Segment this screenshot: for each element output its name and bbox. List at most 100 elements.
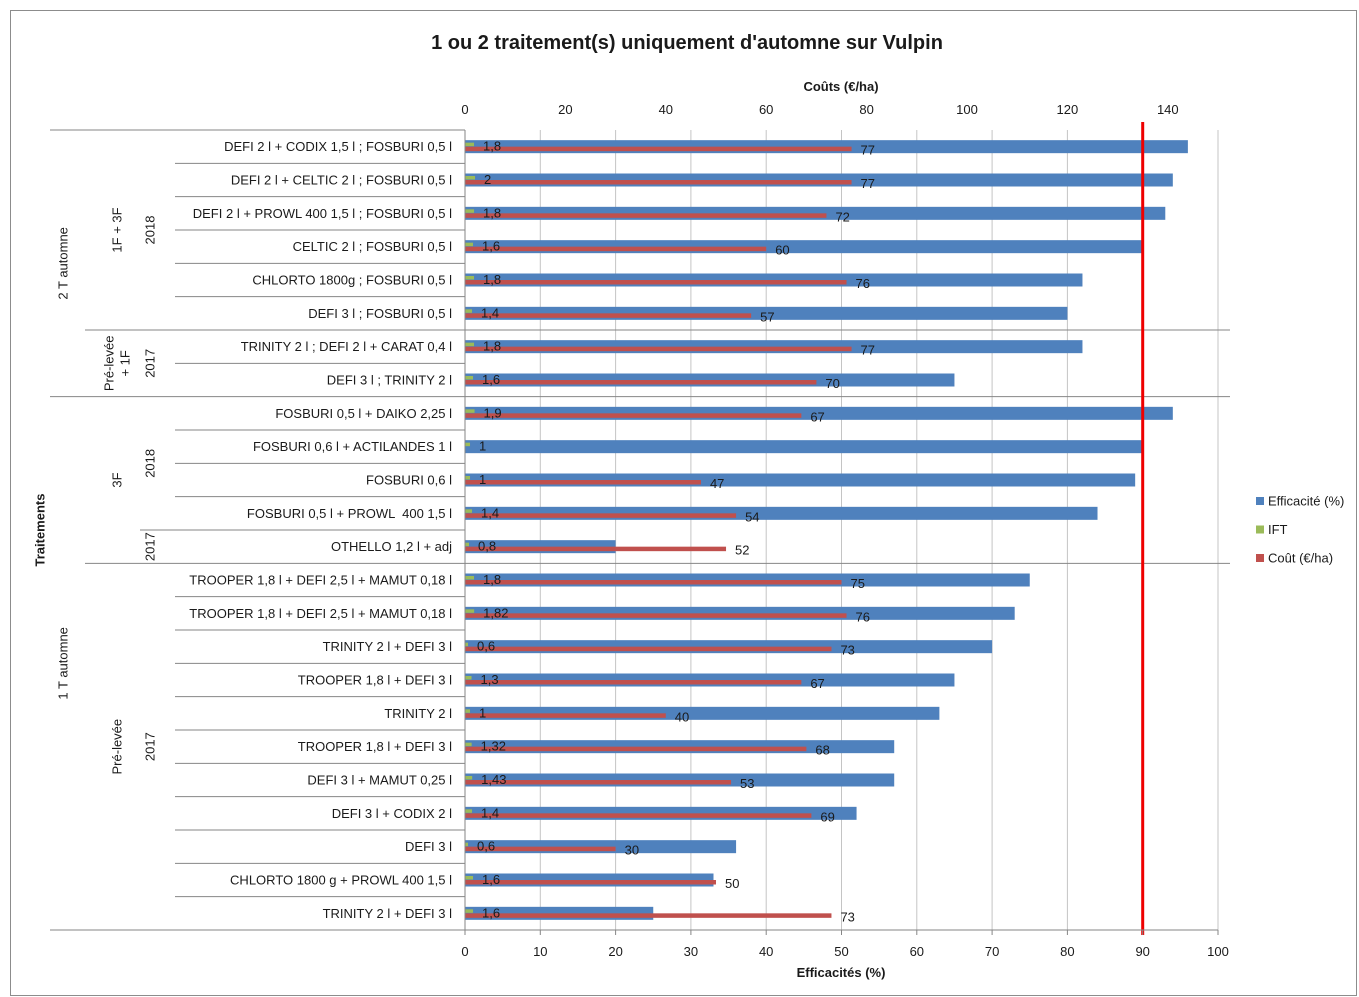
- ift-bar: [465, 209, 475, 213]
- category-label: DEFI 2 l + CELTIC 2 l ; FOSBURI 0,5 l: [231, 173, 452, 188]
- category-label: CELTIC 2 l ; FOSBURI 0,5 l: [293, 239, 453, 254]
- cout-data-label: 47: [710, 476, 724, 491]
- category-label: FOSBURI 0,5 l + DAIKO 2,25 l: [275, 406, 452, 421]
- legend-marker: [1256, 554, 1264, 562]
- ift-data-label: 1,32: [481, 739, 506, 754]
- cout-bar: [465, 346, 852, 352]
- cout-bar: [465, 780, 732, 785]
- cout-data-label: 76: [856, 609, 870, 624]
- cout-data-label: 76: [856, 276, 870, 291]
- category-label: CHLORTO 1800 g + PROWL 400 1,5 l: [230, 873, 452, 888]
- ift-bar: [465, 442, 471, 447]
- ift-data-label: 1: [479, 439, 486, 454]
- category-label: CHLORTO 1800g ; FOSBURI 0,5 l: [252, 273, 452, 288]
- ift-bar: [465, 309, 473, 313]
- subgroup-label: 1F + 3F: [110, 207, 125, 252]
- bottom-tick-label: 20: [608, 944, 622, 959]
- ift-bar: [465, 509, 473, 513]
- ift-data-label: 0,8: [478, 539, 496, 554]
- top-tick-label: 100: [956, 102, 978, 117]
- year-label: 2017: [143, 732, 158, 761]
- cout-data-label: 40: [675, 709, 689, 724]
- ift-bar: [465, 742, 472, 747]
- category-label: DEFI 3 l ; TRINITY 2 l: [327, 373, 452, 388]
- layer-bars: [465, 140, 1188, 920]
- top-tick-label: 20: [558, 102, 572, 117]
- cout-bar: [465, 746, 807, 752]
- cout-data-label: 30: [625, 843, 639, 858]
- category-axis-title: Traitements: [33, 494, 48, 567]
- cout-data-label: 53: [740, 776, 754, 791]
- ift-data-label: 1,9: [484, 405, 502, 420]
- subgroup-label: Pré-levée: [102, 336, 117, 392]
- category-label: FOSBURI 0,6 l: [366, 473, 452, 488]
- ift-data-label: 1,6: [482, 872, 500, 887]
- bottom-tick-label: 30: [684, 944, 698, 959]
- ift-bar: [465, 809, 473, 813]
- category-label: TRINITY 2 l: [384, 706, 452, 721]
- ift-data-label: 1,6: [482, 905, 500, 920]
- cout-bar: [465, 646, 832, 652]
- ift-data-label: 1,6: [482, 372, 500, 387]
- ift-data-label: 1,4: [481, 805, 499, 820]
- category-label: TRINITY 2 l + DEFI 3 l: [323, 906, 453, 921]
- cout-data-label: 70: [825, 376, 839, 391]
- bottom-tick-label: 80: [1060, 944, 1074, 959]
- legend-label: IFT: [1268, 522, 1288, 537]
- ift-data-label: 1,6: [482, 239, 500, 254]
- category-label: DEFI 3 l ; FOSBURI 0,5 l: [308, 306, 452, 321]
- top-tick-label: 40: [659, 102, 673, 117]
- category-label: FOSBURI 0,5 l + PROWL 400 1,5 l: [247, 506, 452, 521]
- cout-data-label: 73: [840, 909, 854, 924]
- bottom-tick-label: 90: [1135, 944, 1149, 959]
- cout-data-label: 77: [861, 143, 875, 158]
- year-label: 2017: [143, 532, 158, 561]
- ift-bar: [465, 576, 475, 580]
- legend-marker: [1256, 525, 1264, 534]
- cout-bar: [465, 213, 827, 218]
- category-label: TROOPER 1,8 l + DEFI 3 l: [298, 739, 452, 754]
- bottom-tick-label: 40: [759, 944, 773, 959]
- cout-data-label: 72: [835, 209, 849, 224]
- cout-bar: [465, 280, 847, 285]
- category-label: DEFI 3 l + MAMUT 0,25 l: [307, 773, 452, 788]
- cout-bar: [465, 680, 802, 685]
- ift-bar: [465, 476, 471, 480]
- cout-bar: [465, 846, 616, 852]
- category-label: DEFI 2 l + CODIX 1,5 l ; FOSBURI 0,5 l: [224, 139, 452, 154]
- ift-bar: [465, 909, 474, 913]
- cout-data-label: 50: [725, 876, 739, 891]
- ift-bar: [465, 709, 471, 713]
- year-label: 2017: [143, 349, 158, 378]
- subgroup-label: 3F: [110, 472, 125, 487]
- category-label: DEFI 3 l + CODIX 2 l: [332, 806, 452, 821]
- cout-bar: [465, 580, 842, 585]
- top-axis-title: Coûts (€/ha): [803, 79, 878, 94]
- cout-data-label: 52: [735, 543, 749, 558]
- cout-data-label: 57: [760, 309, 774, 324]
- year-label: 2018: [143, 216, 158, 245]
- ift-bar: [465, 842, 469, 847]
- ift-bar: [465, 142, 475, 147]
- category-label: TROOPER 1,8 l + DEFI 2,5 l + MAMUT 0,18 …: [189, 606, 452, 621]
- bottom-tick-label: 70: [985, 944, 999, 959]
- top-tick-label: 60: [759, 102, 773, 117]
- cout-bar: [465, 246, 767, 252]
- category-label: TROOPER 1,8 l + DEFI 3 l: [298, 673, 452, 688]
- cout-bar: [465, 413, 802, 418]
- ift-data-label: 1,43: [481, 772, 506, 787]
- cout-data-label: 68: [815, 743, 829, 758]
- ift-bar: [465, 542, 470, 547]
- ift-data-label: 1,8: [483, 572, 501, 587]
- cout-bar: [465, 146, 852, 152]
- cout-data-label: 54: [745, 509, 759, 524]
- bottom-tick-label: 60: [910, 944, 924, 959]
- ift-bar: [465, 409, 475, 413]
- ift-data-label: 0,6: [477, 839, 495, 854]
- ift-bar: [465, 176, 476, 180]
- ift-data-label: 1,3: [481, 672, 499, 687]
- ift-bar: [465, 642, 469, 647]
- ift-bar: [465, 776, 473, 780]
- top-tick-label: 0: [461, 102, 468, 117]
